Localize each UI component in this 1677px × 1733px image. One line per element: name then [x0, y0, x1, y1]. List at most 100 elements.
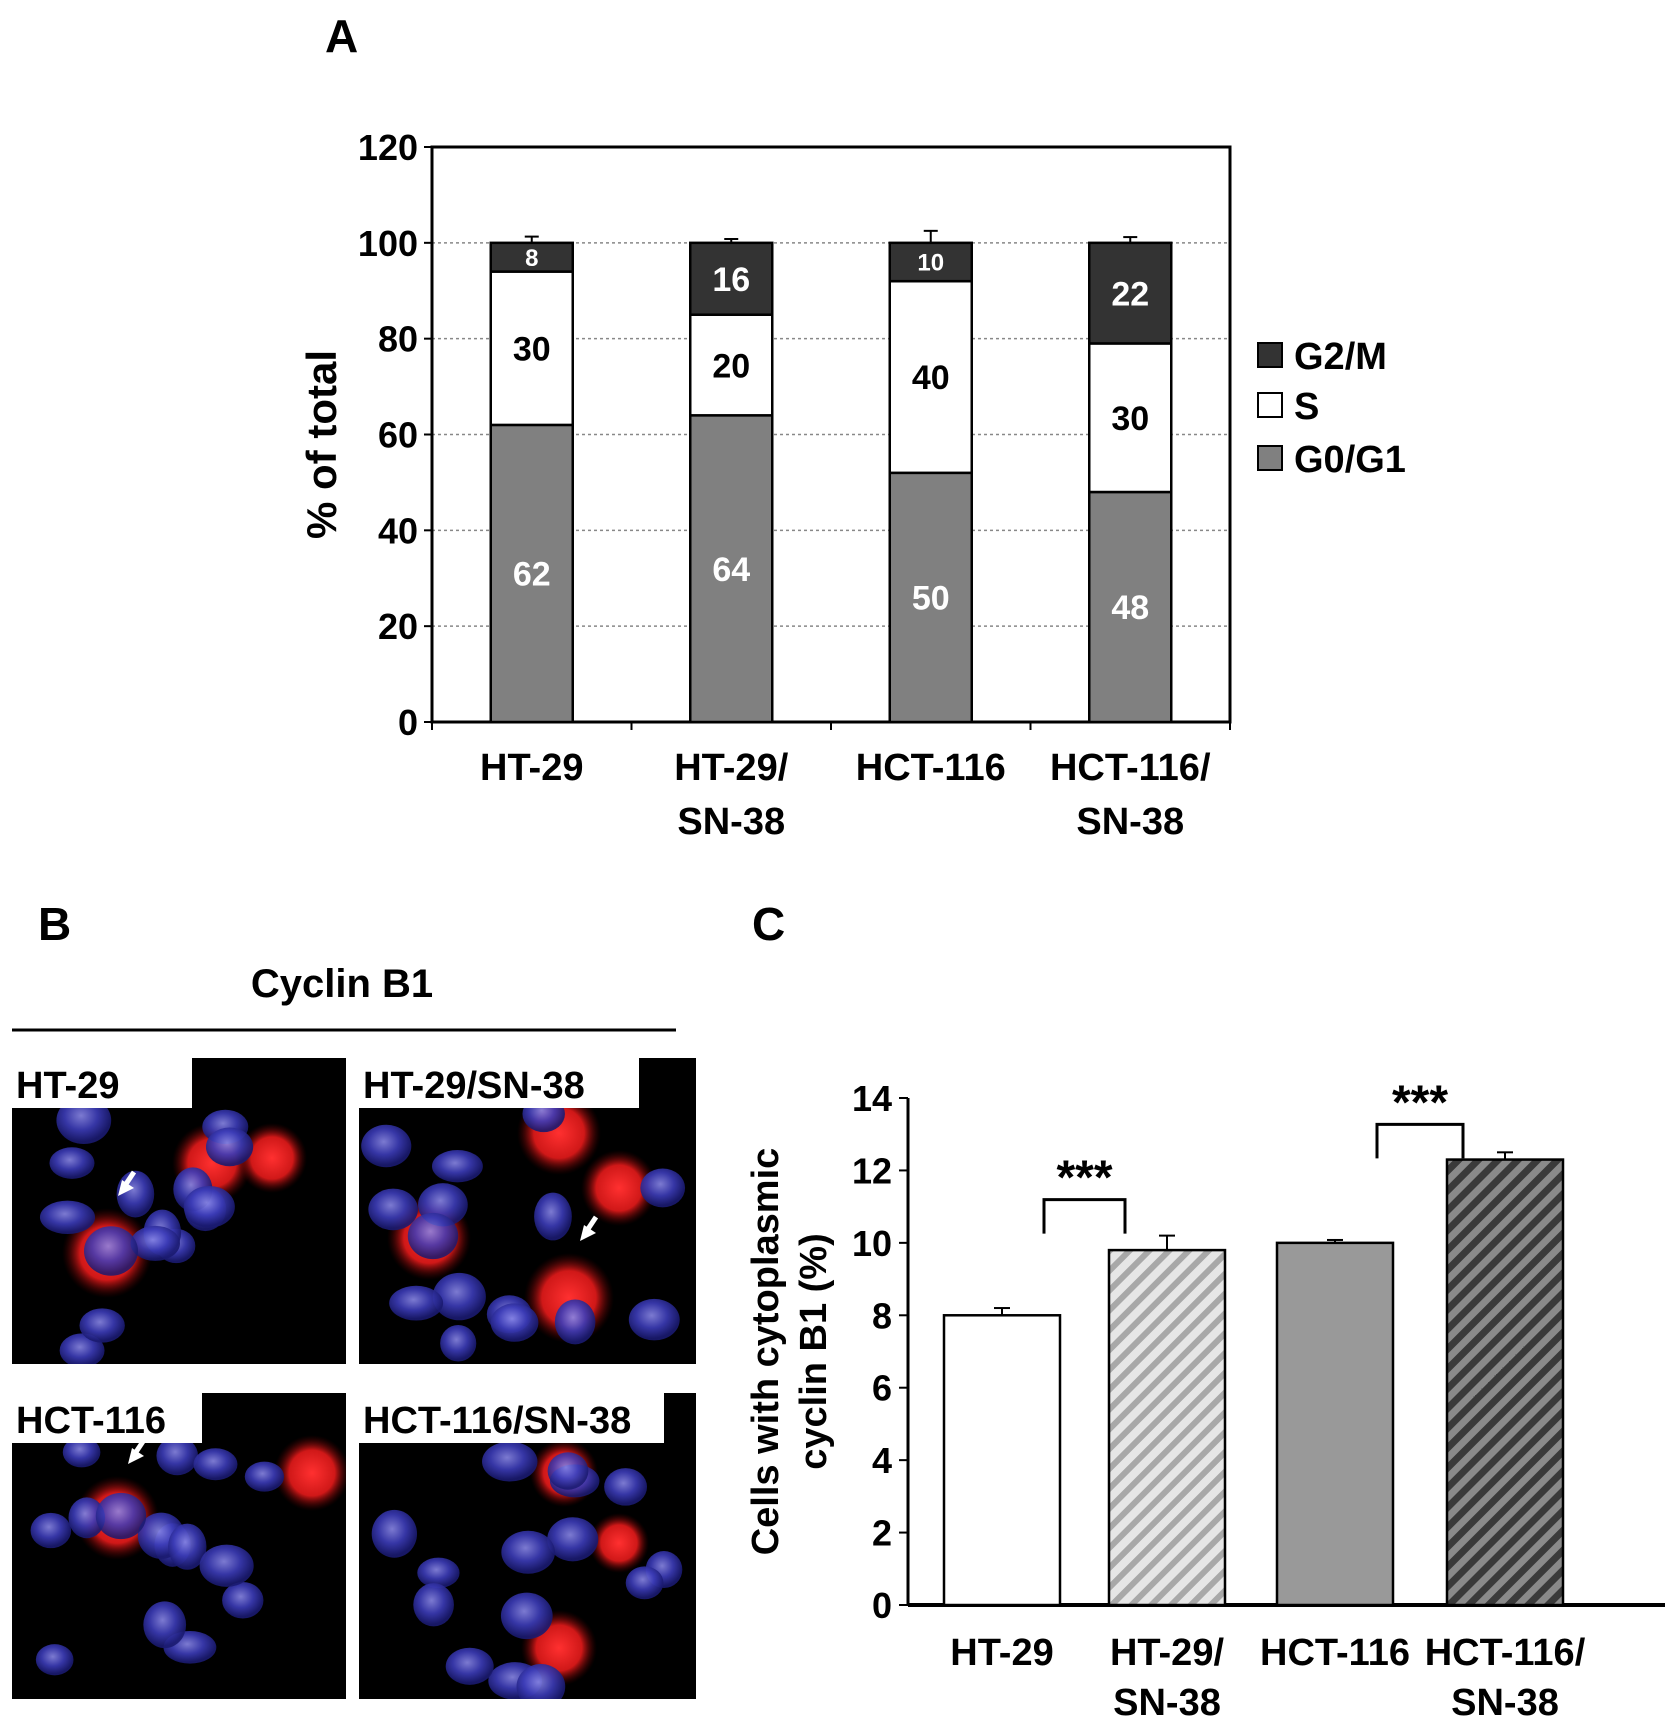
cyclin-b1-micrographs: Cyclin B1 HT-29 HT-29/SN-38 HCT-116 HCT-116…: [12, 962, 696, 1699]
nucleus: [640, 1168, 686, 1208]
nucleus: [445, 1647, 494, 1685]
nucleus: [95, 1492, 147, 1540]
data-label: 48: [1111, 589, 1149, 627]
nucleus: [368, 1188, 418, 1231]
nucleus: [62, 1437, 101, 1468]
data-label: 8: [525, 245, 538, 272]
data-label: 16: [712, 261, 750, 299]
legend-swatch: [1257, 445, 1283, 471]
y-tick-label: 20: [378, 606, 418, 647]
micrograph-hct116: HCT-116: [12, 1393, 346, 1699]
x-tick-label: HT-29/: [1110, 1632, 1224, 1674]
arrow-head-icon: [118, 1180, 134, 1196]
y-tick-label: 120: [358, 127, 418, 168]
micrograph-title: Cyclin B1: [251, 962, 433, 1006]
data-label: 40: [912, 359, 950, 397]
nucleus: [68, 1497, 106, 1539]
y-tick-label: 0: [398, 702, 418, 743]
y-tick-label: 6: [872, 1368, 892, 1409]
y-tick-label: 0: [872, 1585, 892, 1626]
nucleus: [516, 1664, 566, 1699]
nucleus: [389, 1285, 444, 1321]
micrograph-ht29: HT-29: [12, 1058, 346, 1364]
y-axis-label: % of total: [298, 350, 345, 539]
cytoplasm-stain: [274, 1435, 346, 1511]
micrograph-cells: [359, 1393, 696, 1699]
bar-segment-g2m: [1088, 241, 1173, 345]
nucleus: [413, 1583, 454, 1627]
bar: [1107, 1248, 1227, 1607]
nucleus: [39, 1200, 96, 1234]
nucleus: [500, 1592, 553, 1640]
panel-label-a: A: [325, 10, 358, 62]
micrograph-label: HCT-116/SN-38: [363, 1400, 631, 1442]
bar: [1445, 1158, 1565, 1607]
nucleus: [143, 1601, 187, 1649]
micrograph-cells: [12, 1058, 346, 1364]
y-axis-label-line: cyclin B1 (%): [793, 1233, 835, 1470]
y-axis-label: Cells with cytoplasmic cyclin B1 (%): [745, 1148, 835, 1556]
x-tick-label: HT-29: [950, 1632, 1053, 1674]
panel-label-b: B: [38, 898, 71, 950]
data-label: 30: [513, 330, 551, 368]
nucleus: [417, 1557, 460, 1589]
bar-segment-g2m: [489, 241, 574, 273]
arrow-head-icon: [128, 1448, 144, 1464]
x-tick-label: HCT-116/: [1050, 747, 1211, 789]
cytoplasm-stain: [237, 1123, 307, 1193]
micrograph-cells: [12, 1393, 346, 1699]
cytoplasm-stain: [589, 1513, 649, 1573]
nucleus: [49, 1147, 95, 1179]
legend-label: S: [1294, 386, 1319, 428]
nucleus: [30, 1512, 72, 1549]
micrograph-label-box: [12, 1393, 202, 1443]
y-tick-label: 2: [872, 1513, 892, 1554]
nucleus: [547, 1452, 589, 1490]
nucleus: [193, 1448, 238, 1481]
data-label: 10: [917, 250, 944, 277]
nucleus: [440, 1325, 477, 1362]
cytoplasm-stain: [581, 1150, 657, 1226]
data-label: 64: [712, 551, 750, 589]
x-tick-label: HCT-116: [856, 747, 1006, 789]
nucleus: [84, 1226, 138, 1276]
data-label: 50: [912, 580, 950, 618]
significance-bracket: [1042, 1198, 1127, 1234]
y-tick-label: 60: [378, 415, 418, 456]
micrograph-label: HT-29/SN-38: [363, 1065, 585, 1107]
x-tick-label: SN-38: [677, 801, 785, 843]
micrograph-ht29-sn38: HT-29/SN-38: [359, 1058, 696, 1364]
nucleus: [199, 1544, 254, 1587]
panel-label-c: C: [752, 898, 785, 950]
nucleus: [547, 1517, 599, 1562]
data-label: 22: [1111, 275, 1149, 313]
y-tick-label: 8: [872, 1295, 892, 1336]
nucleus: [79, 1308, 125, 1343]
micrograph-hct116-sn38: HCT-116/SN-38: [359, 1393, 696, 1699]
legend-label: G2/M: [1294, 336, 1387, 378]
nucleus: [604, 1468, 648, 1506]
nucleus: [554, 1299, 596, 1345]
y-axis-label-line: Cells with cytoplasmic: [745, 1148, 787, 1556]
nucleus: [482, 1441, 538, 1482]
x-tick-label: HT-29/: [674, 747, 788, 789]
significance-bracket: [1375, 1122, 1465, 1159]
data-label: 30: [1111, 400, 1149, 438]
nucleus: [222, 1582, 264, 1619]
cytoplasmic-cyclin-b1-bar-chart: 0 2 4 6 8 10 12 14 Cells with cytoplasmic cyclin …: [745, 1076, 1665, 1724]
significance-label: ***: [1056, 1152, 1112, 1205]
data-label: 62: [513, 556, 551, 594]
nucleus: [205, 1127, 254, 1167]
x-tick-label: SN-38: [1113, 1682, 1221, 1724]
y-tick-label: 100: [358, 223, 418, 264]
x-tick-label: SN-38: [1076, 801, 1184, 843]
bar-segment-g2m: [888, 241, 973, 283]
x-tick-label: HCT-116/: [1425, 1632, 1586, 1674]
nucleus: [244, 1461, 285, 1492]
y-tick-label: 80: [378, 319, 418, 360]
bar-segment-g0g1: [888, 471, 973, 724]
x-tick-label: SN-38: [1451, 1682, 1559, 1724]
data-label: 20: [712, 347, 750, 385]
bar: [1275, 1241, 1395, 1607]
